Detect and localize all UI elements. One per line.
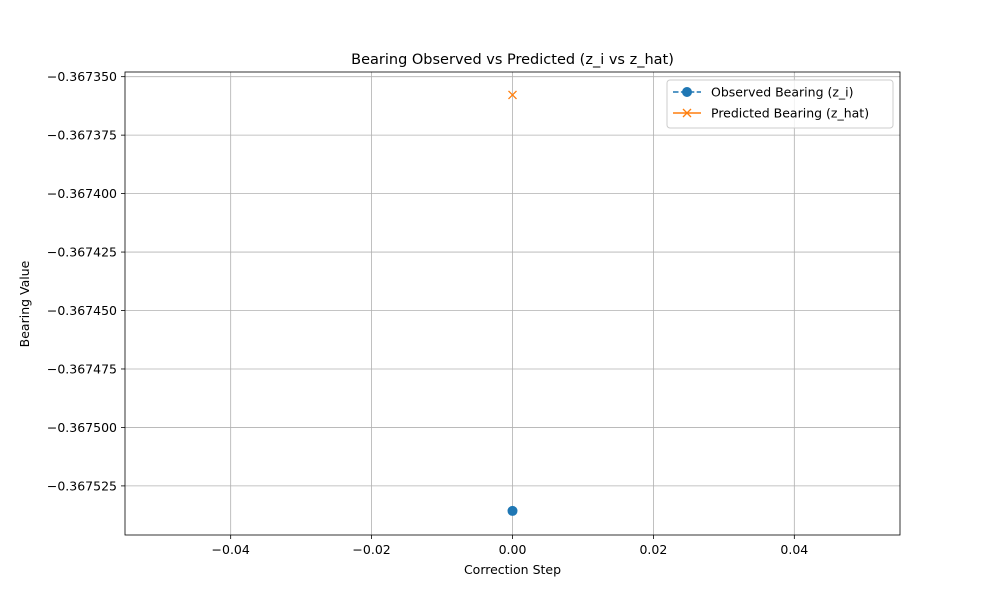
legend-label: Observed Bearing (z_i) — [711, 85, 854, 100]
y-axis-label: Bearing Value — [17, 260, 32, 347]
legend-marker — [682, 108, 692, 118]
y-tick-label: −0.367375 — [47, 128, 117, 143]
marker-x-stroke — [508, 90, 517, 100]
y-tick-label: −0.367350 — [47, 69, 117, 84]
grid — [125, 72, 900, 535]
series-observed — [507, 505, 518, 516]
x-tick-label: −0.04 — [212, 542, 250, 557]
y-tick-label: −0.367400 — [47, 186, 117, 201]
marker-x-stroke — [682, 108, 692, 118]
x-tick-label: 0.02 — [639, 542, 667, 557]
legend: Observed Bearing (z_i) Predicted Bearing … — [666, 79, 894, 129]
legend-item: Predicted Bearing (z_hat) — [673, 106, 869, 121]
y-tick-label: −0.367500 — [47, 420, 117, 435]
x-axis-label: Correction Step — [464, 562, 561, 577]
axis-ticks: −0.04 −0.02 0.00 0.02 0.04 −0.367350 −0.367375… — [47, 69, 808, 557]
legend-marker — [682, 87, 692, 97]
y-tick-label: −0.367475 — [47, 361, 117, 376]
x-tick-label: 0.04 — [780, 542, 808, 557]
series-predicted — [508, 90, 517, 100]
y-tick-label: −0.367425 — [47, 245, 117, 260]
y-tick-label: −0.367525 — [47, 478, 117, 493]
x-tick-label: −0.02 — [352, 542, 390, 557]
legend-label: Predicted Bearing (z_hat) — [711, 106, 869, 121]
y-tick-label: −0.367450 — [47, 303, 117, 318]
chart-title: Bearing Observed vs Predicted (z_i vs z_… — [351, 52, 674, 68]
predicted-bearing-point — [508, 90, 517, 100]
legend-box — [666, 79, 894, 129]
x-tick-label: 0.00 — [499, 542, 527, 557]
legend-item: Observed Bearing (z_i) — [673, 85, 854, 100]
plot-series — [507, 90, 518, 516]
observed-bearing-point — [507, 505, 518, 516]
